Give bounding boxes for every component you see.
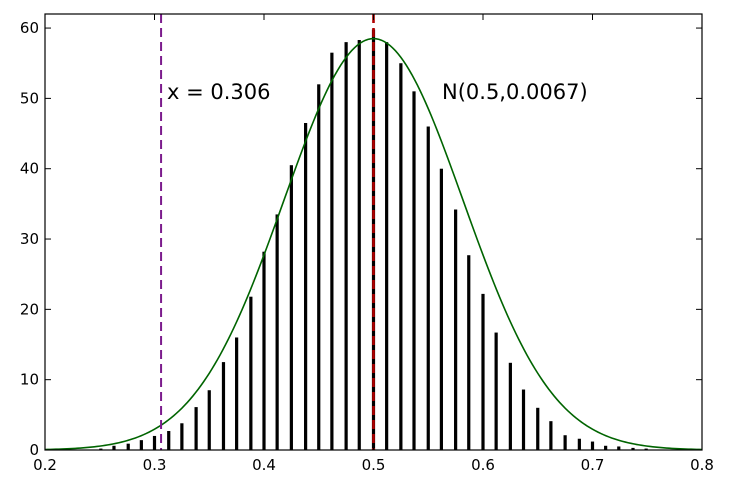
histogram-bar xyxy=(112,445,116,450)
histogram-bar xyxy=(317,84,321,450)
y-tick-label: 30 xyxy=(20,230,39,248)
histogram-bar xyxy=(631,447,635,450)
histogram-bar xyxy=(99,448,103,450)
y-tick-label: 40 xyxy=(20,160,39,178)
histogram-bar xyxy=(344,42,348,450)
histogram-bar xyxy=(617,446,621,450)
x-tick-label: 0.4 xyxy=(252,456,276,474)
histogram-bar xyxy=(412,91,416,450)
histogram-bar xyxy=(521,389,526,450)
y-tick-label: 60 xyxy=(20,19,39,37)
histogram-bar xyxy=(194,407,198,450)
histogram-bar xyxy=(207,390,211,450)
histogram-bar xyxy=(481,293,485,450)
histogram-bar xyxy=(399,63,403,450)
histogram-bar xyxy=(644,448,648,450)
histogram-bar xyxy=(357,40,361,451)
histogram-bar xyxy=(180,423,184,450)
y-axis: 0 10 20 30 40 50 60 xyxy=(20,19,702,459)
histogram-bar xyxy=(249,296,253,450)
x-tick-label: 0.3 xyxy=(143,456,167,474)
x-tick-label: 0.8 xyxy=(690,456,714,474)
x-tick-label: 0.5 xyxy=(362,456,386,474)
x-tick-label: 0.2 xyxy=(33,456,57,474)
histogram-bar xyxy=(454,209,458,450)
histogram-bar xyxy=(604,445,608,450)
histogram-bar xyxy=(221,362,226,450)
vline-annotation: x = 0.306 xyxy=(167,80,271,104)
histogram-bar xyxy=(235,337,239,450)
y-tick-label: 20 xyxy=(20,300,39,318)
normal-curve xyxy=(44,37,703,451)
y-tick-label: 10 xyxy=(20,371,39,389)
curve-annotation: N(0.5,0.0067) xyxy=(442,80,588,104)
histogram-bar xyxy=(275,214,279,450)
reference-lines xyxy=(160,14,375,450)
y-tick-label: 50 xyxy=(20,89,39,107)
histogram-bar xyxy=(139,440,143,450)
histogram-bar xyxy=(152,435,157,450)
histogram-bar xyxy=(467,255,471,450)
histogram-bar xyxy=(262,251,266,450)
histogram-bar xyxy=(494,332,498,450)
x-tick-label: 0.7 xyxy=(581,456,605,474)
histogram-bar xyxy=(304,123,308,450)
histogram-bar xyxy=(330,52,334,451)
histogram-bar xyxy=(563,435,567,450)
histogram-bar xyxy=(536,407,540,450)
x-tick-label: 0.6 xyxy=(471,456,495,474)
x-axis: 0.2 0.3 0.4 0.5 0.6 0.7 0.8 xyxy=(33,14,714,474)
y-tick-label: 0 xyxy=(29,441,39,459)
histogram-bar xyxy=(289,165,293,450)
histogram-bar xyxy=(439,168,443,450)
histogram-bar xyxy=(426,126,430,451)
histogram-bar xyxy=(167,431,171,450)
histogram-bar xyxy=(508,362,512,450)
histogram-bar xyxy=(126,443,130,450)
histogram-bar xyxy=(385,42,389,450)
histogram-bar xyxy=(577,438,581,450)
histogram-bar xyxy=(549,421,553,450)
